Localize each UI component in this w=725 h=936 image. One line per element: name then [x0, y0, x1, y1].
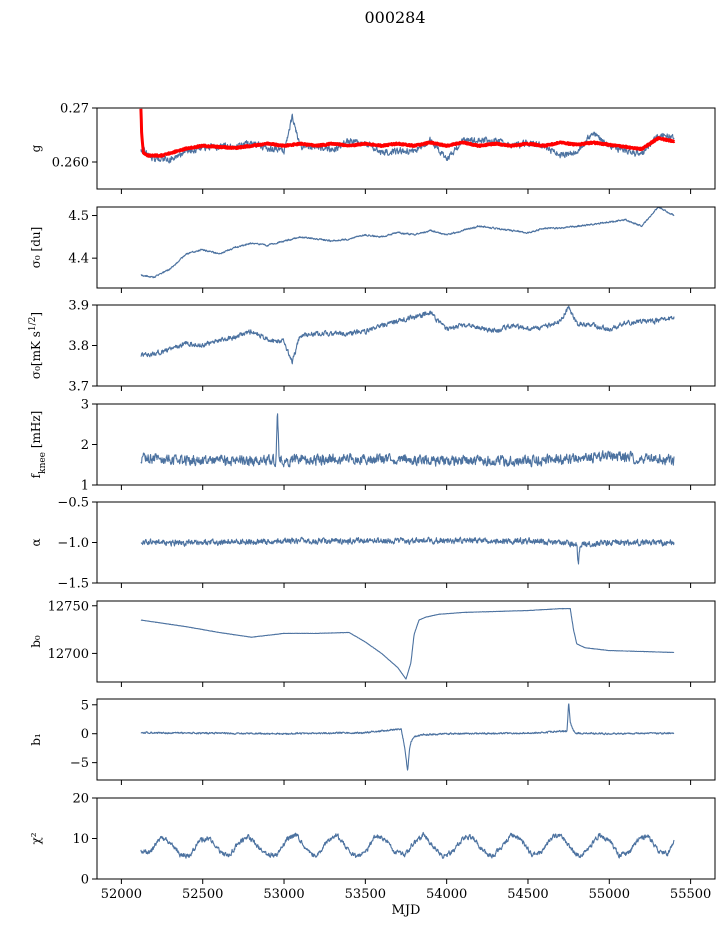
y-tick-label: 0	[81, 727, 89, 742]
y-tick-label: 1	[81, 479, 89, 494]
x-tick-label: 54000	[426, 887, 467, 902]
y-tick-label: −0.5	[57, 496, 89, 511]
y-axis-label: b₀	[29, 635, 43, 648]
y-tick-label: 3.9	[68, 299, 89, 314]
panel-4: −1.5 −1.0 −0.5 α	[29, 496, 716, 592]
series-line	[140, 113, 675, 164]
series-line	[140, 413, 675, 468]
series-line	[140, 305, 675, 365]
series-line	[140, 703, 675, 771]
y-tick-label: 12700	[48, 647, 89, 662]
y-tick-label: 3	[81, 398, 89, 413]
series-line	[140, 536, 675, 565]
series-line	[140, 831, 675, 859]
y-tick-label: 3.7	[68, 380, 89, 395]
y-tick-label: 0.27	[60, 102, 89, 117]
y-tick-label: 10	[72, 832, 89, 847]
y-tick-label: −1.0	[57, 536, 89, 551]
y-tick-label: 20	[72, 792, 89, 807]
y-tick-label: −5	[70, 756, 89, 771]
panel-1: 4.4 4.5 σ₀ [du]	[29, 206, 716, 293]
panel-5: 12700 12750 b₀	[29, 599, 716, 687]
x-axis-label: MJD	[392, 903, 421, 918]
y-tick-label: 4.5	[68, 209, 89, 224]
x-tick-label: 55500	[670, 887, 711, 902]
series-line-model	[139, 108, 676, 158]
x-tick-label: 52500	[182, 887, 223, 902]
x-tick-label: 53500	[345, 887, 386, 902]
series-line	[140, 207, 675, 279]
x-tick-label: 53000	[263, 887, 304, 902]
y-axis-label: σ₀[mK s1/2]	[28, 312, 43, 379]
y-tick-label: 0	[81, 873, 89, 888]
axes-frame	[96, 698, 716, 781]
y-tick-label: 5	[81, 698, 89, 713]
panel-6: −5 0 5 b₁	[29, 698, 716, 785]
axes-frame	[96, 107, 716, 190]
x-tick-label: 52000	[101, 887, 142, 902]
panel-2: 3.7 3.8 3.9 σ₀[mK s1/2]	[28, 299, 716, 395]
y-tick-label: −1.5	[57, 577, 89, 592]
axes-frame	[96, 600, 716, 683]
y-axis-label: α	[29, 538, 43, 546]
y-axis-label: χ²	[29, 832, 43, 844]
axes-frame	[96, 403, 716, 486]
x-tick-label: 54500	[507, 887, 548, 902]
y-tick-label: 4.4	[68, 252, 89, 267]
panels: 0.260 0.27 g 4.4 4.5 σ₀ [du] 3.7 3.8 3.9 σ₀[mK s1…	[28, 102, 716, 918]
y-tick-label: 3.8	[68, 339, 89, 354]
panel-3: 1 2 3 fknee [mHz]	[29, 398, 716, 494]
panel-7: 0 10 20 52000 52500 53000 53500 54000 54500 55000…	[29, 792, 716, 918]
panel-0: 0.260 0.27 g	[29, 102, 716, 194]
y-axis-label: σ₀ [du]	[29, 227, 43, 269]
y-axis-label: fknee [mHz]	[29, 411, 48, 479]
y-axis-label: b₁	[29, 733, 43, 746]
axes-frame	[96, 797, 716, 880]
series-line	[140, 607, 675, 680]
figure-title: 000284	[364, 8, 425, 27]
y-axis-label: g	[29, 144, 43, 152]
axes-frame	[96, 206, 716, 289]
y-tick-label: 2	[81, 438, 89, 453]
x-tick-label: 55000	[589, 887, 630, 902]
y-tick-label: 0.260	[52, 156, 89, 171]
y-tick-label: 12750	[48, 599, 89, 614]
